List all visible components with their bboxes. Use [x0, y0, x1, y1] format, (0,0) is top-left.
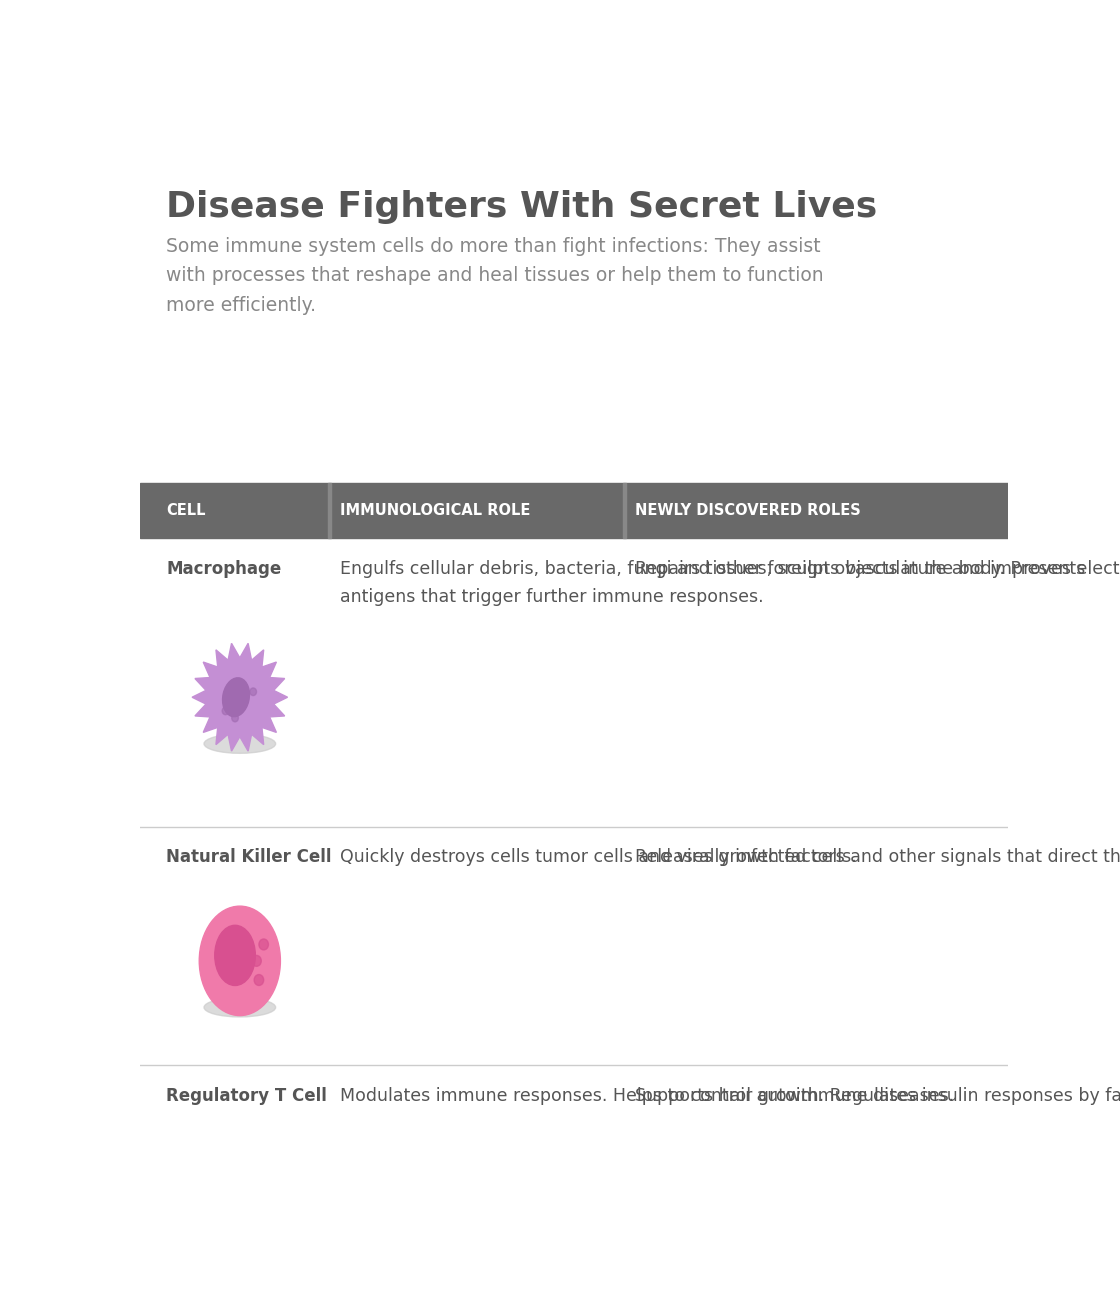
Ellipse shape	[204, 997, 276, 1017]
Circle shape	[222, 707, 228, 714]
Text: Regulatory T Cell: Regulatory T Cell	[166, 1087, 327, 1105]
Text: Engulfs cellular debris, bacteria, fungi and other foreign objects in the body. : Engulfs cellular debris, bacteria, fungi…	[339, 559, 1085, 606]
Ellipse shape	[199, 906, 280, 1016]
Ellipse shape	[200, 1156, 279, 1262]
Text: Some immune system cells do more than fight infections: They assist
with process: Some immune system cells do more than fi…	[166, 236, 823, 315]
Ellipse shape	[204, 734, 276, 753]
Circle shape	[209, 1189, 218, 1198]
Bar	[328, 483, 332, 537]
Text: IMMUNOLOGICAL ROLE: IMMUNOLOGICAL ROLE	[339, 503, 530, 518]
Circle shape	[259, 939, 269, 950]
Circle shape	[250, 687, 256, 695]
Polygon shape	[193, 643, 288, 751]
Text: CELL: CELL	[166, 503, 206, 518]
Ellipse shape	[223, 678, 250, 717]
Text: Disease Fighters With Secret Lives: Disease Fighters With Secret Lives	[166, 190, 877, 224]
Ellipse shape	[215, 925, 255, 986]
Text: Natural Killer Cell: Natural Killer Cell	[166, 849, 332, 867]
Circle shape	[252, 955, 261, 966]
Bar	[624, 483, 626, 537]
Text: Releases growth factors and other signals that direct the remodeling of blood ve: Releases growth factors and other signal…	[635, 849, 1120, 867]
Text: Supports hair growth. Regulates insulin responses by fatty tissues. Sustains hea: Supports hair growth. Regulates insulin …	[635, 1087, 1120, 1105]
Ellipse shape	[204, 1247, 276, 1266]
Text: Quickly destroys cells tumor cells and virally infected cells.: Quickly destroys cells tumor cells and v…	[339, 849, 857, 867]
Circle shape	[232, 714, 239, 722]
Bar	[140, 483, 1008, 537]
Text: Modulates immune responses. Helps to control autoimmune diseases.: Modulates immune responses. Helps to con…	[339, 1087, 954, 1105]
Circle shape	[207, 1211, 215, 1220]
Circle shape	[222, 1174, 230, 1185]
Ellipse shape	[218, 1177, 261, 1236]
Text: Repairs tissues, sculpts vasculature and improves electrical signaling in the he: Repairs tissues, sculpts vasculature and…	[635, 559, 1120, 578]
Circle shape	[254, 974, 263, 986]
Text: Macrophage: Macrophage	[166, 559, 281, 578]
Text: NEWLY DISCOVERED ROLES: NEWLY DISCOVERED ROLES	[635, 503, 860, 518]
Circle shape	[212, 1226, 221, 1236]
